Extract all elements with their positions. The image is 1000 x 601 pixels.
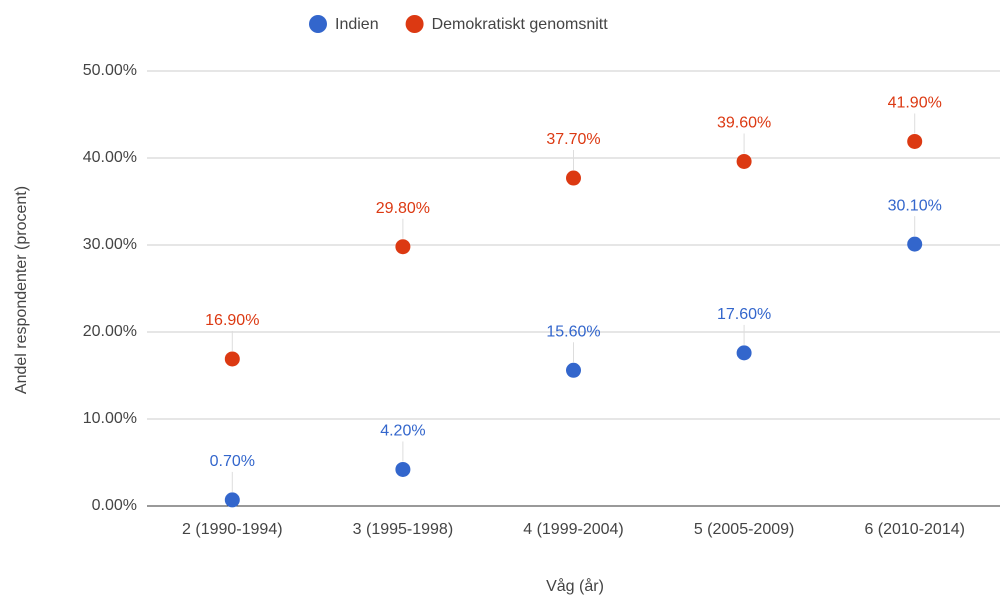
- point: [224, 351, 240, 367]
- x-tick-label: 4 (1999-2004): [523, 521, 624, 538]
- data-label: 30.10%: [888, 197, 942, 214]
- point: [736, 153, 752, 169]
- data-label: 16.90%: [205, 312, 259, 329]
- data-label: 0.70%: [210, 453, 255, 470]
- data-label: 4.20%: [380, 423, 425, 440]
- legend-marker: [405, 15, 424, 33]
- point: [907, 133, 923, 149]
- x-tick-label: 3 (1995-1998): [353, 521, 454, 538]
- point: [736, 345, 752, 361]
- data-label: 39.60%: [717, 115, 771, 132]
- y-axis-label: Andel respondenter (procent): [13, 186, 30, 394]
- point: [907, 236, 923, 252]
- legend-label: Indien: [335, 16, 379, 33]
- y-tick-label: 0.00%: [92, 497, 137, 514]
- x-tick-label: 2 (1990-1994): [182, 521, 283, 538]
- point: [395, 239, 411, 255]
- data-label: 17.60%: [717, 306, 771, 323]
- y-tick-label: 30.00%: [83, 236, 137, 253]
- data-label: 29.80%: [376, 200, 430, 217]
- point: [566, 362, 581, 378]
- point: [224, 492, 240, 508]
- point: [566, 170, 581, 186]
- point: [395, 461, 411, 477]
- y-tick-label: 20.00%: [83, 323, 137, 340]
- data-label: 37.70%: [546, 131, 600, 148]
- y-tick-label: 50.00%: [83, 62, 137, 79]
- legend-label: Demokratiskt genomsnitt: [432, 16, 609, 33]
- x-tick-label: 6 (2010-2014): [864, 521, 965, 538]
- data-label: 41.90%: [888, 95, 942, 112]
- y-tick-label: 10.00%: [83, 410, 137, 427]
- x-tick-label: 5 (2005-2009): [694, 521, 795, 538]
- legend-marker: [309, 15, 327, 33]
- data-label: 15.60%: [546, 323, 600, 340]
- y-tick-label: 40.00%: [83, 149, 137, 166]
- x-axis-label: Våg (år): [546, 577, 604, 595]
